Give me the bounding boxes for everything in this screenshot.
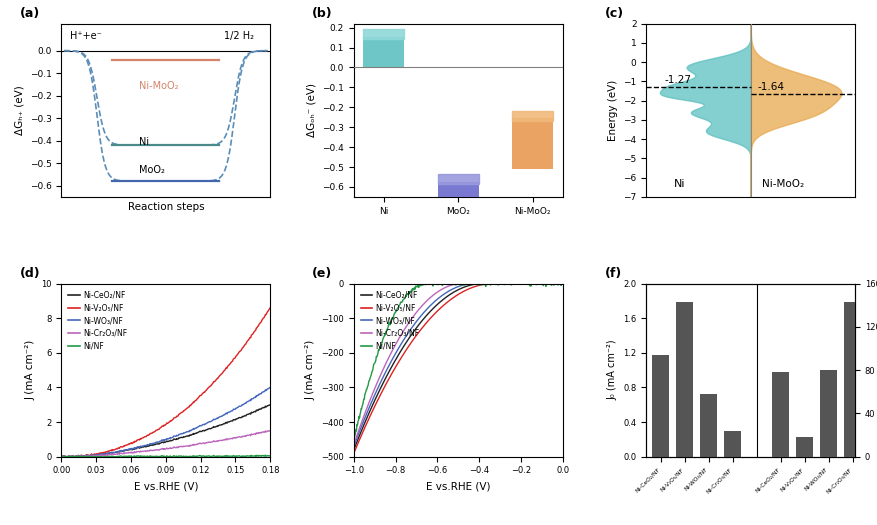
Text: Ni: Ni <box>139 137 149 147</box>
Y-axis label: J₀ (mA cm⁻²): J₀ (mA cm⁻²) <box>608 340 617 401</box>
Bar <box>512 111 553 121</box>
Legend: Ni-CeO₂/NF, Ni-V₂O₅/NF, Ni-WO₃/NF, Ni-Cr₂O₃/NF, Ni/NF: Ni-CeO₂/NF, Ni-V₂O₅/NF, Ni-WO₃/NF, Ni-Cr… <box>358 287 423 354</box>
Bar <box>363 29 404 39</box>
X-axis label: E vs.RHE (V): E vs.RHE (V) <box>133 481 198 491</box>
Bar <box>438 174 479 184</box>
Text: (a): (a) <box>19 7 39 20</box>
X-axis label: Reaction steps: Reaction steps <box>127 203 204 213</box>
Y-axis label: ΔGₒₕ⁻ (eV): ΔGₒₕ⁻ (eV) <box>307 83 317 137</box>
Text: H⁺+e⁻: H⁺+e⁻ <box>70 30 102 40</box>
Text: MoO₂: MoO₂ <box>139 165 165 175</box>
Text: Ni-MoO₂: Ni-MoO₂ <box>139 81 178 91</box>
Bar <box>724 430 741 457</box>
Y-axis label: Energy (eV): Energy (eV) <box>608 80 617 141</box>
Text: Ni: Ni <box>674 179 685 189</box>
Bar <box>363 37 404 67</box>
Y-axis label: J (mA cm⁻²): J (mA cm⁻²) <box>306 340 316 400</box>
Bar <box>676 302 693 457</box>
Text: -1.27: -1.27 <box>665 75 691 85</box>
Text: (e): (e) <box>312 267 332 280</box>
Text: (d): (d) <box>19 267 40 280</box>
Text: (c): (c) <box>604 7 624 20</box>
Bar <box>796 437 813 457</box>
Bar <box>700 394 717 457</box>
Text: 1/2 H₂: 1/2 H₂ <box>225 30 254 40</box>
Bar <box>512 118 553 169</box>
Text: (b): (b) <box>312 7 332 20</box>
Bar <box>772 372 789 457</box>
Y-axis label: ΔGₕ₊ (eV): ΔGₕ₊ (eV) <box>14 86 25 135</box>
X-axis label: E vs.RHE (V): E vs.RHE (V) <box>426 481 490 491</box>
Bar <box>844 302 861 457</box>
Text: -1.64: -1.64 <box>758 82 785 92</box>
Text: (f): (f) <box>604 267 622 280</box>
Bar <box>652 354 669 457</box>
Text: Ni-MoO₂: Ni-MoO₂ <box>761 179 803 189</box>
Y-axis label: J (mA cm⁻²): J (mA cm⁻²) <box>25 340 36 400</box>
Bar <box>438 182 479 297</box>
Legend: Ni-CeO₂/NF, Ni-V₂O₅/NF, Ni-WO₃/NF, Ni-Cr₂O₃/NF, Ni/NF: Ni-CeO₂/NF, Ni-V₂O₅/NF, Ni-WO₃/NF, Ni-Cr… <box>65 287 130 354</box>
Bar <box>820 370 838 457</box>
